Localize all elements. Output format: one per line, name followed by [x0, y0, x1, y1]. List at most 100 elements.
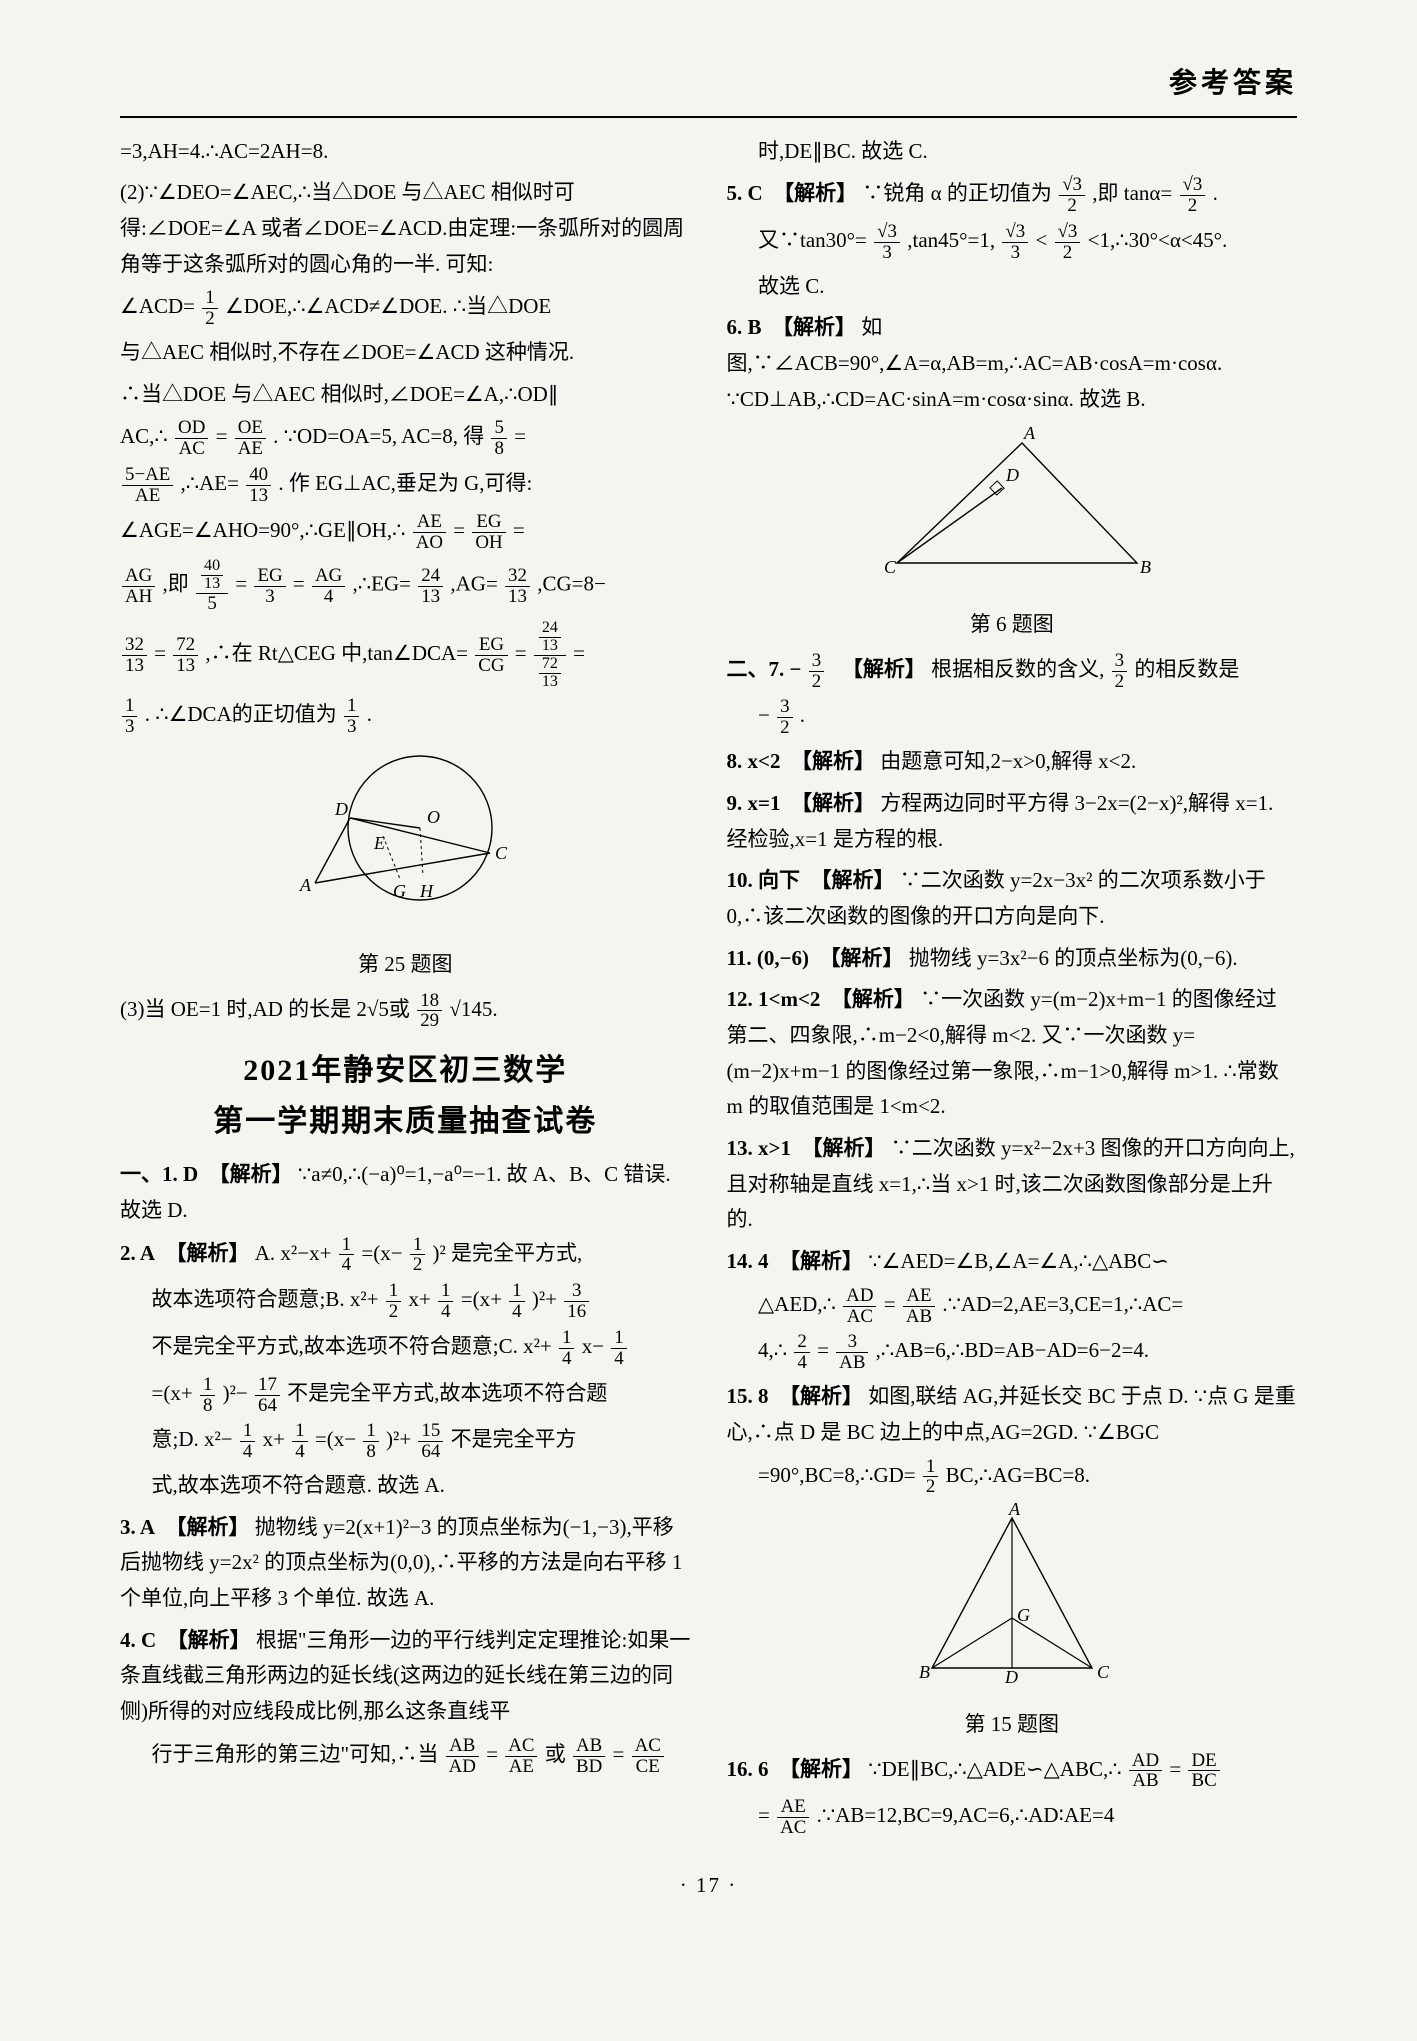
text-fragment: = — [1169, 1757, 1181, 1781]
text-fragment: √145. — [449, 997, 497, 1021]
text-fragment: .∵AB=12,BC=9,AC=6,∴AD∶AE=4 — [817, 1803, 1115, 1827]
text-fragment: ∠DOE,∴∠ACD≠∠DOE. ∴当△DOE — [225, 295, 551, 319]
exam-title-line1: 2021年静安区初三数学 — [120, 1045, 691, 1096]
text-fragment: (3)当 OE=1 时,AD 的长是 2√5或 — [120, 997, 410, 1021]
fraction: EGOH — [472, 512, 505, 553]
text-line: AGAH ,即 4013 5 = EG3 = AG4 ,∴EG= 2413 ,A… — [120, 558, 691, 614]
answer-key: 2. A — [120, 1241, 155, 1265]
text-fragment: ∵DE∥BC,∴△ADE∽△ABC,∴ — [868, 1757, 1121, 1781]
fraction: 13 — [344, 696, 359, 737]
svg-text:C: C — [1097, 1662, 1110, 1682]
svg-text:A: A — [299, 875, 312, 895]
fraction: 1829 — [417, 991, 442, 1032]
fraction: 1564 — [418, 1421, 443, 1462]
text-line: =90°,BC=8,∴GD= 12 BC,∴AG=BC=8. — [727, 1457, 1298, 1498]
text-fragment: 故本选项符合题意;B. x²+ — [152, 1287, 379, 1311]
fraction: √32 — [1055, 222, 1081, 263]
text-fragment: ,∴在 Rt△CEG 中,tan∠DCA= — [205, 641, 468, 665]
text-line: ∴当△DOE 与△AEC 相似时,∠DOE=∠A,∴OD∥ — [120, 377, 691, 413]
analysis-tag: 【解析】 — [811, 868, 895, 892]
question-3: 3. A 【解析】 抛物线 y=2(x+1)²−3 的顶点坐标为(−1,−3),… — [120, 1510, 691, 1617]
analysis-tag: 【解析】 — [779, 1384, 863, 1408]
svg-text:C: C — [495, 843, 508, 863]
question-5: 5. C 【解析】 ∵锐角 α 的正切值为 √32 ,即 tanα= √32 . — [727, 175, 1298, 216]
fraction: 2413 7213 — [534, 620, 566, 690]
text-fragment: )²+ — [532, 1287, 557, 1311]
text-fragment: . ∴∠DCA的正切值为 — [145, 703, 337, 727]
text-line: 故选 C. — [727, 269, 1298, 305]
answer-key: 8. x<2 — [727, 749, 781, 773]
text-fragment: ,∴AE= — [181, 471, 239, 495]
fraction: 12 — [386, 1281, 401, 1322]
fraction: 12 — [923, 1457, 938, 1498]
answer-key: 二、7. − — [727, 657, 802, 681]
fraction: DEBC — [1188, 1751, 1219, 1792]
fraction: 3213 — [122, 635, 147, 676]
answer-key: 11. (0,−6) — [727, 946, 810, 970]
text-fragment: )²− — [223, 1381, 248, 1405]
text-fragment: ∵二次函数 y=2x−3x² 的二次项系数小于 0,∴该二次函数的图像的开口方向… — [727, 868, 1266, 928]
svg-text:C: C — [884, 557, 897, 577]
figure-15: A B C D G — [727, 1503, 1298, 1705]
figure-15-caption: 第 15 题图 — [727, 1707, 1298, 1743]
answer-key: 16. 6 — [727, 1757, 769, 1781]
question-14: 14. 4 【解析】 ∵∠AED=∠B,∠A=∠A,∴△ABC∽ — [727, 1244, 1298, 1280]
question-11: 11. (0,−6) 【解析】 抛物线 y=3x²−6 的顶点坐标为(0,−6)… — [727, 941, 1298, 977]
text-fragment: x+ — [408, 1287, 430, 1311]
text-fragment: − — [758, 704, 770, 728]
text-fragment: =(x+ — [152, 1381, 193, 1405]
fraction: 12 — [410, 1235, 425, 1276]
question-9: 9. x=1 【解析】 方程两边同时平方得 3−2x=(2−x)²,解得 x=1… — [727, 786, 1298, 857]
text-fragment: =(x− — [361, 1241, 402, 1265]
text-fragment: 的相反数是 — [1134, 657, 1239, 681]
text-line: 5−AEAE ,∴AE= 4013 . 作 EG⊥AC,垂足为 G,可得: — [120, 465, 691, 506]
fraction: AGAH — [122, 566, 155, 607]
fraction: 14 — [438, 1281, 453, 1322]
analysis-tag: 【解析】 — [842, 657, 926, 681]
text-fragment: ,CG=8− — [537, 572, 606, 596]
figure-6: A B C D — [727, 423, 1298, 605]
text-line: (2)∵∠DEO=∠AEC,∴当△DOE 与△AEC 相似时可得:∠DOE=∠A… — [120, 175, 691, 282]
analysis-tag: 【解析】 — [167, 1628, 251, 1652]
text-fragment: ∵锐角 α 的正切值为 — [862, 181, 1052, 205]
svg-text:D: D — [1005, 465, 1019, 485]
text-line: 与△AEC 相似时,不存在∠DOE=∠ACD 这种情况. — [120, 335, 691, 371]
answer-key: 10. 向下 — [727, 868, 801, 892]
text-fragment: ∵∠AED=∠B,∠A=∠A,∴△ABC∽ — [868, 1249, 1169, 1273]
analysis-tag: 【解析】 — [791, 791, 875, 815]
text-fragment: )² 是完全平方式, — [433, 1241, 583, 1265]
text-fragment: . — [1213, 181, 1218, 205]
fraction: EGCG — [475, 635, 507, 676]
text-fragment: 意;D. x²− — [152, 1428, 233, 1452]
fraction: 14 — [611, 1328, 626, 1369]
text-fragment: ,即 — [163, 572, 189, 596]
text-line: 行于三角形的第三边"可知,∴当 ABAD = ACAE 或 ABBD = ACC… — [120, 1736, 691, 1777]
text-fragment: = — [293, 572, 305, 596]
answer-key: 15. 8 — [727, 1384, 769, 1408]
text-fragment: = — [884, 1292, 896, 1316]
analysis-tag: 【解析】 — [791, 749, 875, 773]
exam-title-line2: 第一学期期末质量抽查试卷 — [120, 1096, 691, 1147]
analysis-tag: 【解析】 — [801, 1136, 885, 1160]
question-7: 二、7. − 32 【解析】 根据相反数的含义, 32 的相反数是 — [727, 651, 1298, 692]
fraction: 18 — [363, 1421, 378, 1462]
answer-key: 5. C — [727, 181, 763, 205]
page-header-title: 参考答案 — [120, 60, 1297, 108]
fraction: ADAC — [843, 1286, 876, 1327]
text-fragment: ,tan45°=1, — [907, 228, 995, 252]
text-fragment: . 作 EG⊥AC,垂足为 G,可得: — [278, 471, 532, 495]
fraction: ADAB — [1129, 1751, 1162, 1792]
analysis-tag: 【解析】 — [166, 1241, 250, 1265]
text-line: AC,∴ ODAC = OEAE . ∵OD=OA=5, AC=8, 得 58 … — [120, 418, 691, 459]
two-column-layout: =3,AH=4.∴AC=2AH=8. (2)∵∠DEO=∠AEC,∴当△DOE … — [120, 134, 1297, 1844]
analysis-tag: 【解析】 — [166, 1515, 250, 1539]
answer-key: 13. x>1 — [727, 1136, 791, 1160]
svg-text:O: O — [427, 807, 440, 827]
figure-6-caption: 第 6 题图 — [727, 607, 1298, 643]
text-fragment: = — [154, 641, 166, 665]
text-line: ∠AGE=∠AHO=90°,∴GE∥OH,∴ AEAO = EGOH = — [120, 512, 691, 553]
answer-key: 14. 4 — [727, 1249, 769, 1273]
text-fragment: )²+ — [386, 1428, 411, 1452]
fraction: AG4 — [312, 566, 345, 607]
fraction: 32 — [809, 651, 824, 692]
